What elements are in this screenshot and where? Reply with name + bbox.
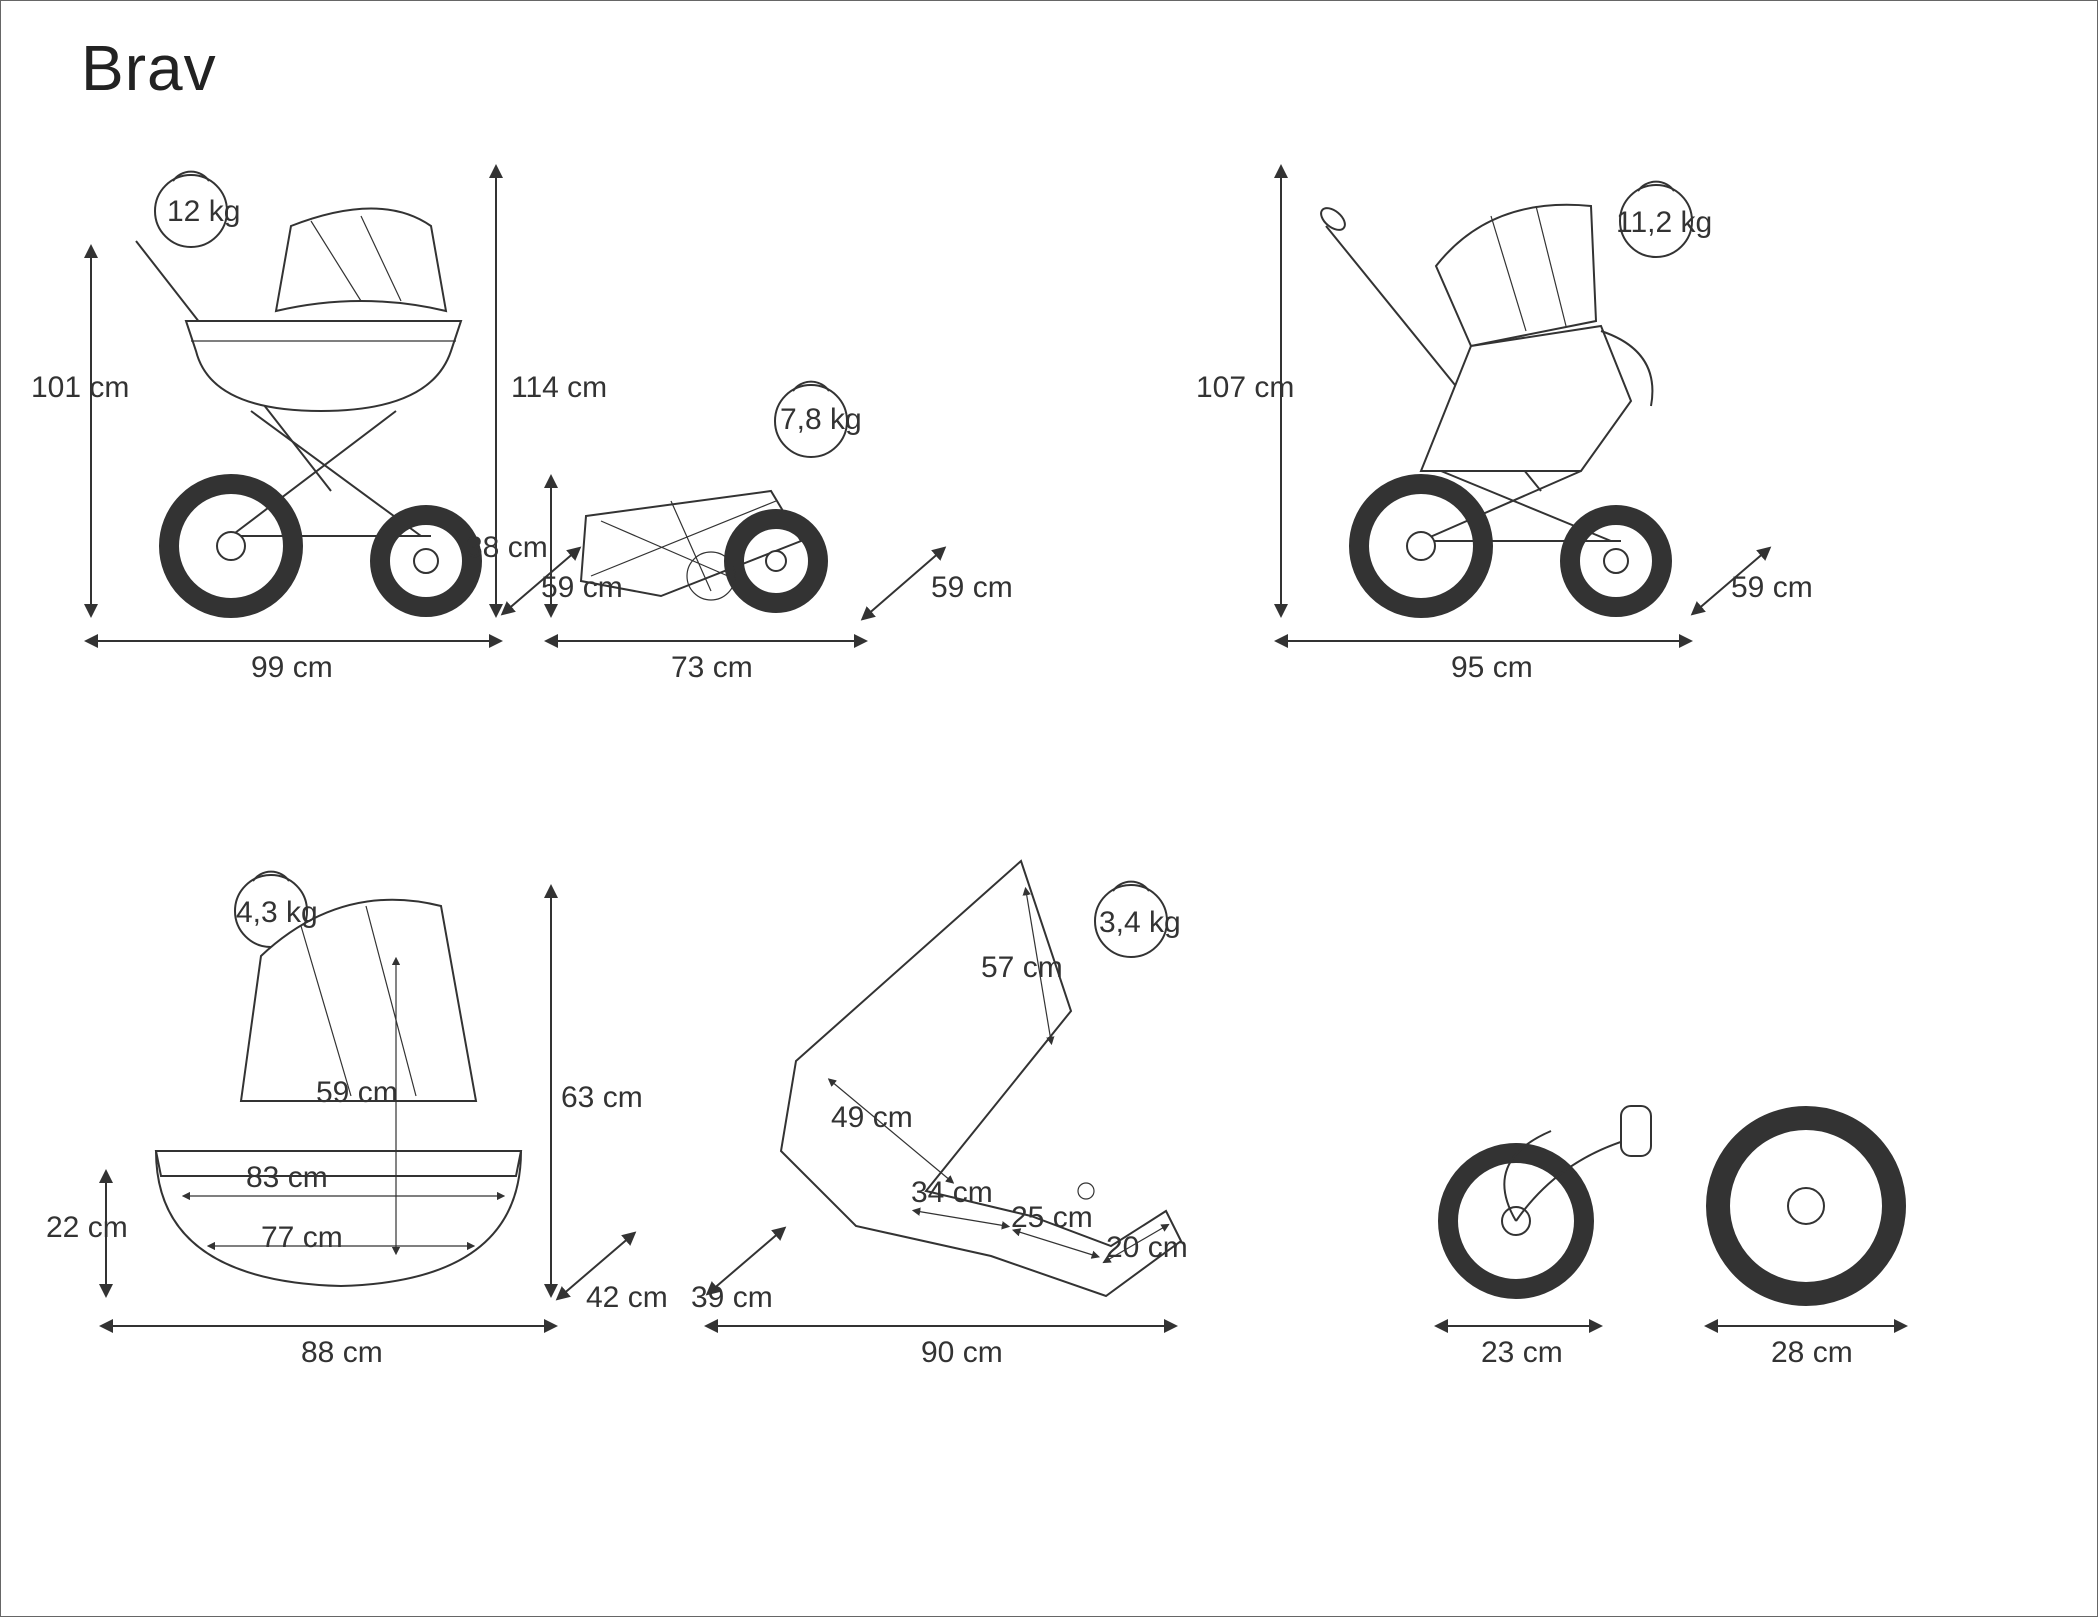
seatstr-weight: 11,2 kg bbox=[1616, 206, 1712, 240]
bass-h63: 63 cm bbox=[561, 1081, 643, 1115]
bass-h22: 22 cm bbox=[46, 1211, 128, 1245]
folded-height: 38 cm bbox=[466, 531, 548, 565]
wheel-rear: 28 cm bbox=[1771, 1336, 1853, 1370]
pram-figure bbox=[91, 171, 576, 641]
seatstr-width: 95 cm bbox=[1451, 651, 1533, 685]
seat-width: 90 cm bbox=[921, 1336, 1003, 1370]
seat-57: 57 cm bbox=[981, 951, 1063, 985]
seat-stroller-figure bbox=[1281, 171, 1766, 641]
seat-49: 49 cm bbox=[831, 1101, 913, 1135]
bass-l83: 83 cm bbox=[246, 1161, 328, 1195]
seat-34: 34 cm bbox=[911, 1176, 993, 1210]
seat-depth: 39 cm bbox=[691, 1281, 773, 1315]
folded-width: 73 cm bbox=[671, 651, 753, 685]
pram-width: 99 cm bbox=[251, 651, 333, 685]
folded-depth: 59 cm bbox=[931, 571, 1013, 605]
bass-h59: 59 cm bbox=[316, 1076, 398, 1110]
seat-weight: 3,4 kg bbox=[1099, 906, 1181, 940]
spec-sheet: Brav bbox=[0, 0, 2098, 1617]
bass-width: 88 cm bbox=[301, 1336, 383, 1370]
diagram-svg bbox=[1, 1, 2099, 1618]
pram-h-right: 114 cm bbox=[511, 371, 607, 405]
seatstr-height: 107 cm bbox=[1196, 371, 1294, 405]
pram-depth: 59 cm bbox=[541, 571, 623, 605]
seat-25: 25 cm bbox=[1011, 1201, 1093, 1235]
seatstr-depth: 59 cm bbox=[1731, 571, 1813, 605]
bass-l77: 77 cm bbox=[261, 1221, 343, 1255]
wheel-front: 23 cm bbox=[1481, 1336, 1563, 1370]
pram-h-left: 101 cm bbox=[31, 371, 129, 405]
pram-weight: 12 kg bbox=[167, 195, 240, 229]
seat-20: 20 cm bbox=[1106, 1231, 1188, 1265]
wheels-figure bbox=[1441, 1106, 1901, 1326]
folded-weight: 7,8 kg bbox=[780, 403, 862, 437]
bass-weight: 4,3 kg bbox=[236, 896, 318, 930]
bass-depth: 42 cm bbox=[586, 1281, 668, 1315]
